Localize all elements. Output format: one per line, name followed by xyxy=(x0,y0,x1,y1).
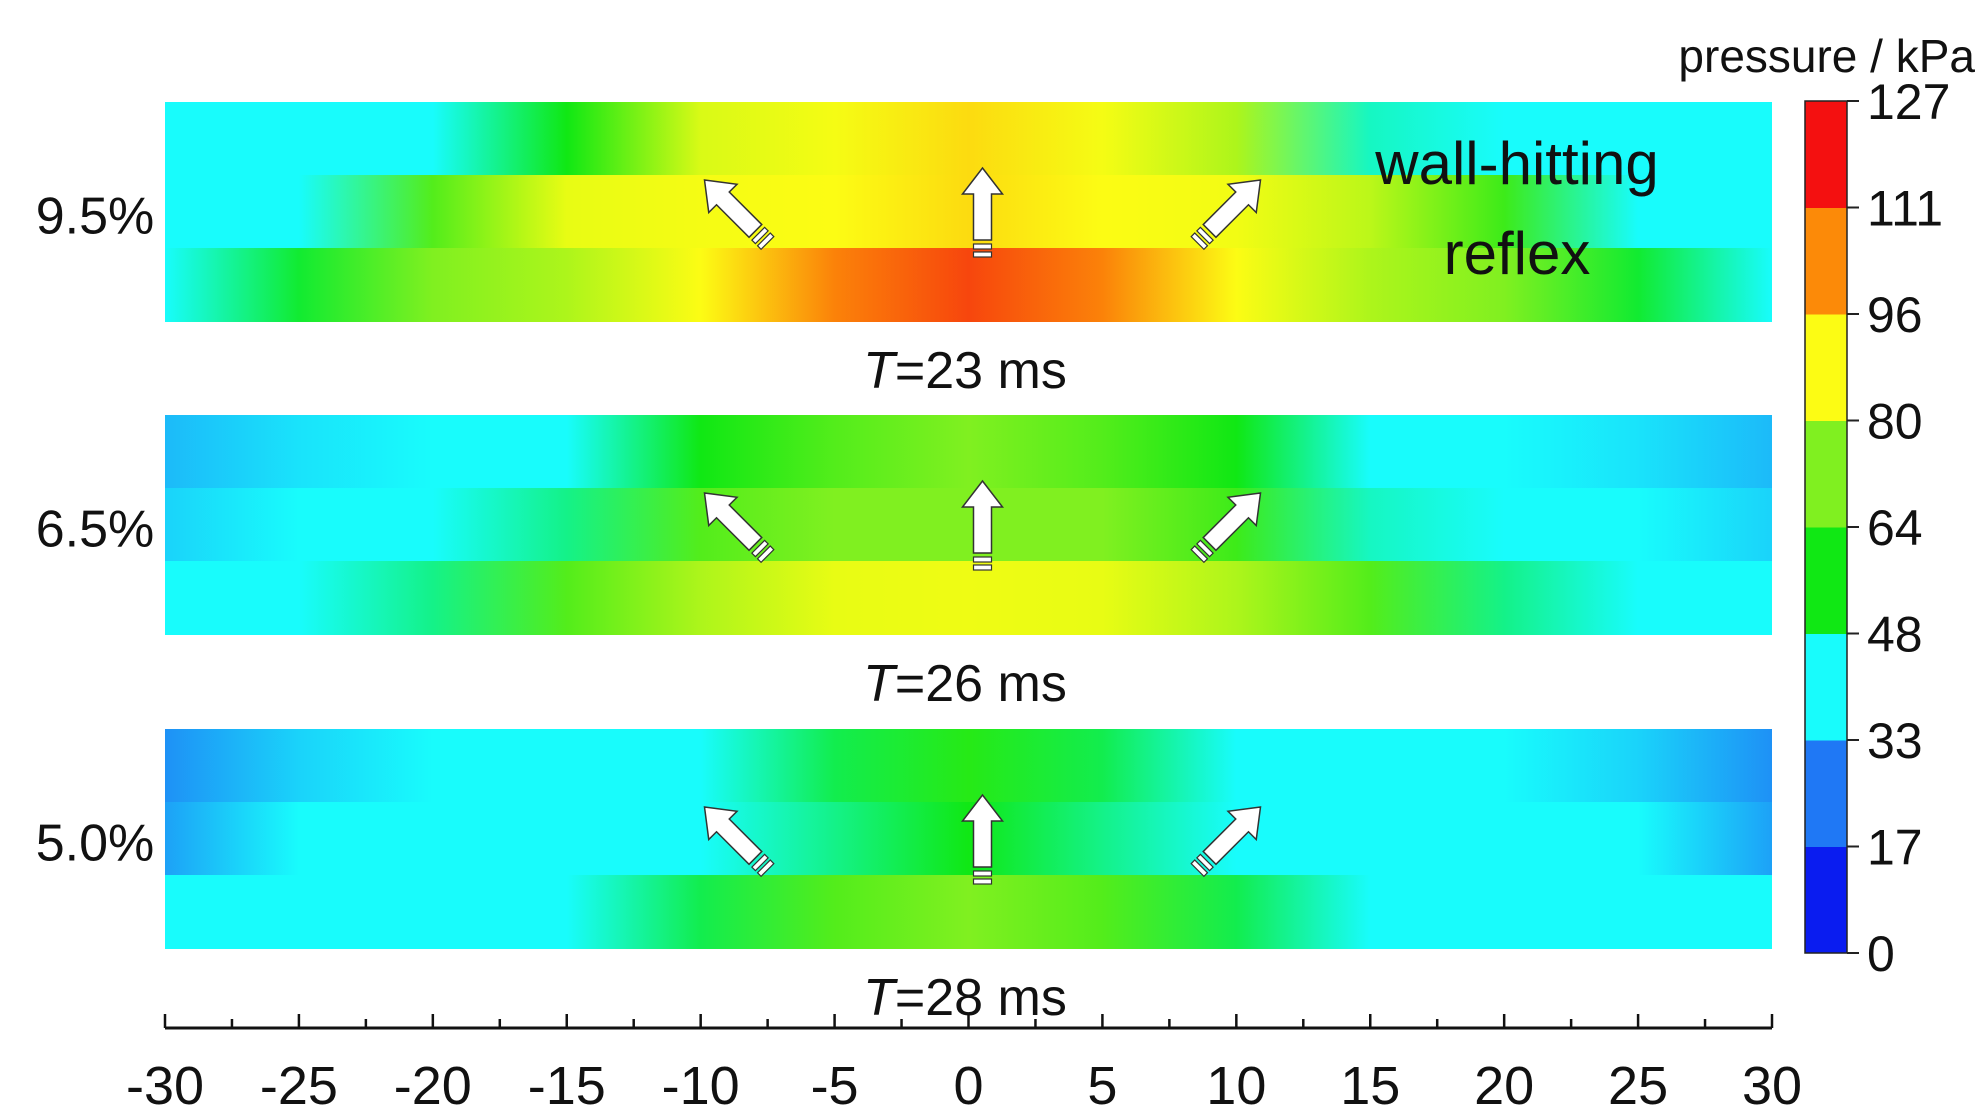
colorbar-level-label: 17 xyxy=(1867,820,1923,876)
contour-band xyxy=(165,729,1772,803)
x-tick-label: 10 xyxy=(1206,1056,1266,1110)
time-symbol: T xyxy=(863,969,898,1027)
arrow-up-right-icon xyxy=(1190,806,1262,878)
x-tick-label: -5 xyxy=(811,1056,859,1110)
x-tick-label: -20 xyxy=(394,1056,472,1110)
colorbar-segment xyxy=(1805,846,1847,954)
contour-band xyxy=(165,875,1772,949)
colorbar-level-label: 111 xyxy=(1867,181,1943,237)
contour-panel: 9.5% T=23 ms wall-hitting reflex xyxy=(36,102,1772,400)
annotation-text: wall-hitting xyxy=(1374,130,1658,197)
colorbar-segment xyxy=(1805,740,1847,847)
colorbar-level-label: 0 xyxy=(1867,926,1895,982)
time-value: =28 ms xyxy=(895,969,1067,1027)
x-tick-label: 0 xyxy=(953,1056,983,1110)
colorbar-title: pressure / kPa xyxy=(1678,30,1975,82)
contour-band xyxy=(165,415,1772,489)
x-tick-label: 20 xyxy=(1474,1056,1534,1110)
time-symbol: T xyxy=(863,342,898,400)
time-label: T=23 ms xyxy=(863,342,1067,400)
arrow-up-icon xyxy=(960,166,1005,258)
time-symbol: T xyxy=(863,655,898,713)
arrow-up-left-icon xyxy=(703,492,775,564)
row-label: 9.5% xyxy=(36,188,155,246)
contour-band xyxy=(165,102,1772,176)
contour-band xyxy=(165,561,1772,635)
time-label: T=26 ms xyxy=(863,655,1067,713)
arrow-up-right-icon xyxy=(1190,492,1262,564)
colorbar-segment xyxy=(1805,101,1847,208)
x-tick-label: 25 xyxy=(1608,1056,1668,1110)
x-tick-label: 5 xyxy=(1087,1056,1117,1110)
time-value: =26 ms xyxy=(895,655,1067,713)
row-label: 5.0% xyxy=(36,815,155,873)
colorbar-level-label: 64 xyxy=(1867,500,1923,556)
colorbar-segment xyxy=(1805,314,1847,421)
colorbar-segment xyxy=(1805,207,1847,315)
contour-band xyxy=(165,248,1772,322)
row-label: 6.5% xyxy=(36,501,155,559)
x-tick-label: -10 xyxy=(662,1056,740,1110)
colorbar-level-label: 80 xyxy=(1867,394,1923,450)
x-tick-label: -25 xyxy=(260,1056,338,1110)
x-tick-label: -15 xyxy=(528,1056,606,1110)
contour-panel: 5.0% T=28 ms xyxy=(36,729,1772,1027)
arrow-up-left-icon xyxy=(703,806,775,878)
x-tick-label: -30 xyxy=(126,1056,204,1110)
colorbar-level-label: 33 xyxy=(1867,713,1923,769)
time-value: =23 ms xyxy=(895,342,1067,400)
x-tick-label: 30 xyxy=(1742,1056,1802,1110)
x-tick-label: 15 xyxy=(1340,1056,1400,1110)
colorbar-level-label: 48 xyxy=(1867,607,1923,663)
colorbar-level-label: 96 xyxy=(1867,287,1923,343)
arrow-up-right-icon xyxy=(1190,179,1262,251)
arrow-up-left-icon xyxy=(703,179,775,251)
colorbar-level-label: 127 xyxy=(1867,74,1950,130)
colorbar-segment xyxy=(1805,420,1847,528)
contour-panel: 6.5% T=26 ms xyxy=(36,415,1772,713)
colorbar-segment xyxy=(1805,633,1847,741)
annotation-text: reflex xyxy=(1444,220,1591,287)
time-label: T=28 ms xyxy=(863,969,1067,1027)
colorbar-segment xyxy=(1805,527,1847,634)
x-axis: -30 -25 -20 -15 -10 -5 0 5 10 15 20 25 30 xyxy=(126,1014,1802,1110)
arrow-up-icon xyxy=(960,479,1005,571)
arrow-up-icon xyxy=(960,793,1005,885)
